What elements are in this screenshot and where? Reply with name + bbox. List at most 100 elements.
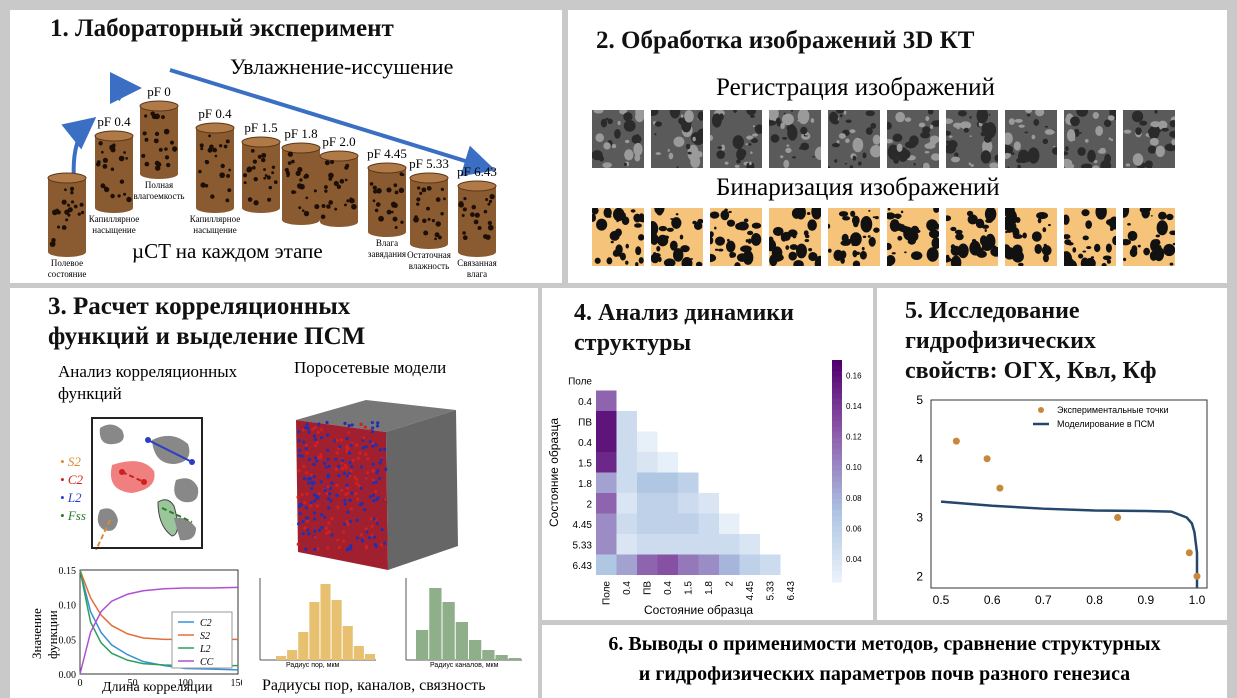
slice-feature: [625, 139, 630, 144]
heatmap-cell: [596, 493, 617, 514]
pore-dot: [398, 187, 405, 194]
slice-feature: [1036, 212, 1048, 220]
sample-cylinder: [242, 142, 280, 208]
hist-bar: [508, 658, 521, 660]
y-tick-label: 3: [916, 511, 923, 525]
pore-node: [303, 526, 307, 530]
slice-feature: [838, 211, 849, 217]
slice-feature: [740, 245, 752, 253]
pore-node: [374, 443, 378, 447]
pore-node: [302, 464, 306, 468]
pore-node: [306, 426, 310, 431]
panel2-title: 2. Обработка изображений 3D КТ: [596, 27, 975, 54]
pore-node: [345, 449, 349, 454]
pore-node: [361, 538, 365, 542]
slice-feature: [1007, 221, 1017, 233]
slice-feature: [696, 151, 703, 158]
sample-caption: состояние: [48, 269, 87, 279]
pore-node: [326, 485, 330, 489]
pore-dot: [164, 147, 168, 151]
heatmap-cell: [616, 411, 637, 432]
pore-dot: [374, 208, 379, 213]
pore-node: [296, 542, 300, 546]
slice-feature: [1123, 257, 1127, 262]
colorbar-segment: [832, 404, 842, 411]
pore-node: [327, 530, 331, 534]
pore-dot: [226, 174, 230, 178]
binarized-slice: [704, 208, 762, 270]
slice-feature: [624, 149, 634, 161]
slice-feature: [849, 129, 856, 134]
slice-feature: [752, 133, 758, 137]
pore-node: [346, 510, 350, 514]
slice-feature: [985, 233, 996, 249]
pore-dot: [291, 159, 295, 164]
pore-node: [313, 438, 318, 442]
pore-node: [354, 491, 358, 496]
slice-feature: [1148, 125, 1160, 140]
slice-feature: [600, 118, 608, 128]
slice-feature: [1120, 238, 1132, 246]
slice-feature: [872, 134, 881, 145]
slice-feature: [843, 110, 847, 115]
slice-feature: [1037, 218, 1042, 224]
heatmap-cell: [657, 513, 678, 534]
pore-dot: [336, 184, 342, 189]
heatmap-cell: [637, 513, 658, 534]
pore-node: [370, 430, 375, 434]
slice-feature: [957, 110, 967, 117]
slice-feature: [856, 233, 859, 237]
sample-caption: Связанная: [457, 258, 497, 268]
pore-dot: [339, 179, 345, 184]
pore-node: [378, 448, 383, 452]
slice-feature: [834, 159, 838, 163]
pore-node: [340, 458, 345, 463]
hist-bar: [331, 600, 342, 660]
pore-node: [372, 517, 376, 521]
slice-feature: [1164, 143, 1177, 152]
pore-node: [297, 522, 301, 526]
legend-points-label: Экспериментальные точки: [1057, 405, 1168, 415]
pore-node: [349, 469, 353, 473]
y-tick-label: 4: [916, 452, 923, 466]
pore-node: [328, 486, 332, 490]
pore-dot: [154, 165, 161, 171]
slice-feature: [750, 151, 753, 155]
pore-dot: [103, 186, 110, 193]
slice-feature: [667, 148, 670, 152]
slice-feature: [692, 220, 697, 225]
slice-feature: [930, 124, 934, 129]
legend-c2: • C2: [60, 472, 83, 487]
heatmap-cell: [760, 554, 781, 575]
pore-node: [307, 430, 311, 434]
slice-feature: [1156, 220, 1168, 236]
slice-feature: [915, 229, 921, 233]
slice-feature: [695, 261, 703, 268]
pore-node: [343, 421, 347, 425]
slice-feature: [1150, 121, 1161, 128]
slice-feature: [681, 119, 692, 133]
pnm-label: Поросетевые модели: [294, 358, 447, 377]
pore-dot: [204, 159, 208, 163]
pore-dot: [200, 147, 204, 151]
pore-node: [355, 536, 360, 540]
pore-node: [345, 483, 349, 487]
slice-feature: [787, 125, 798, 141]
pore-node: [317, 528, 322, 532]
slice-feature: [952, 122, 963, 128]
heatmap-cell: [596, 411, 617, 432]
slice-feature: [616, 220, 619, 223]
experimental-point: [996, 484, 1004, 492]
slice-feature: [1043, 243, 1047, 247]
row-label: ПВ: [578, 417, 592, 428]
pore-node: [343, 463, 347, 468]
slice-feature: [1155, 145, 1165, 158]
slice-feature: [635, 111, 645, 123]
slice-feature: [974, 246, 984, 257]
slice-feature: [602, 163, 610, 168]
slice-feature: [1014, 118, 1023, 123]
slice-feature: [1007, 166, 1010, 169]
pore-dot: [372, 199, 376, 203]
slice-feature: [656, 245, 661, 252]
plot-ylabel: Значение функции: [29, 608, 60, 659]
